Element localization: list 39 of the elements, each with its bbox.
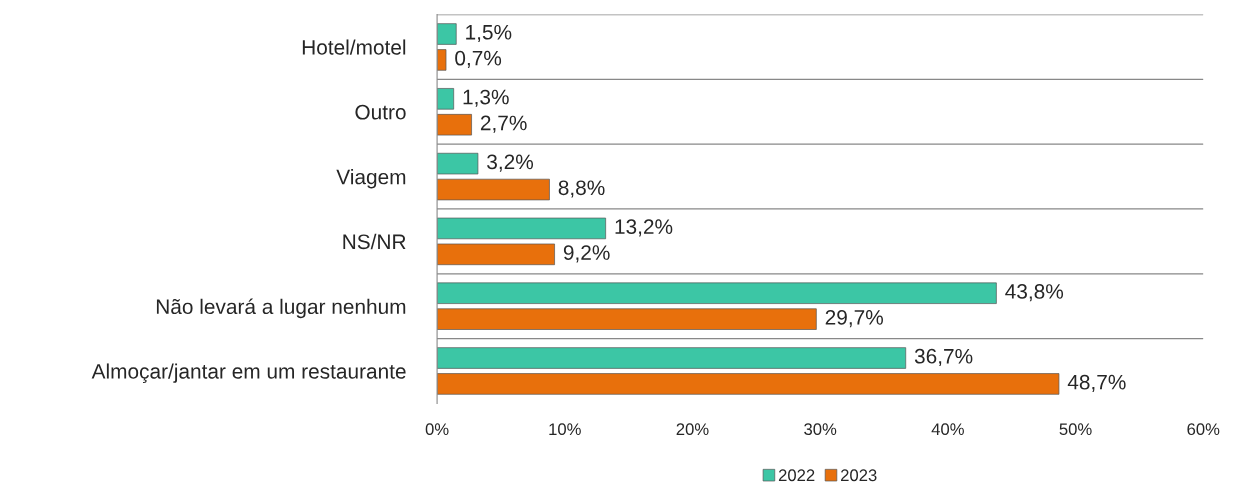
bar bbox=[437, 373, 1060, 395]
bar bbox=[437, 243, 555, 266]
data-label: 0,7% bbox=[455, 50, 502, 68]
x-tick-label: 0% bbox=[425, 423, 449, 436]
y-tick-label: Almoçar/jantar em um restaurante bbox=[91, 363, 406, 383]
bar bbox=[437, 88, 455, 110]
y-tick-label: Outro bbox=[355, 104, 406, 120]
y-tick-label: Não levará a lugar nenhum bbox=[156, 298, 406, 319]
data-label: 2,7% bbox=[480, 115, 527, 133]
legend-label: 2023 bbox=[841, 469, 877, 482]
x-tick-label: 50% bbox=[1059, 423, 1092, 436]
data-label: 29,7% bbox=[825, 309, 883, 328]
bar bbox=[437, 308, 817, 330]
x-tick-label: 20% bbox=[676, 423, 709, 436]
bar bbox=[437, 49, 447, 71]
data-label: 1,5% bbox=[466, 24, 512, 43]
bar bbox=[437, 217, 606, 240]
data-label: 9,2% bbox=[563, 245, 610, 263]
data-label: 1,3% bbox=[463, 89, 509, 107]
y-tick-label: NS/NR bbox=[343, 233, 406, 250]
bar bbox=[437, 178, 550, 201]
data-label: 13,2% bbox=[615, 219, 673, 237]
bar bbox=[437, 152, 479, 175]
bar bbox=[437, 23, 457, 45]
bar bbox=[437, 114, 472, 136]
x-tick-label: 10% bbox=[549, 423, 581, 436]
legend-label: 2022 bbox=[778, 469, 815, 482]
x-tick-label: 60% bbox=[1187, 423, 1220, 436]
y-tick-label: Viagem bbox=[336, 169, 406, 189]
bar bbox=[437, 282, 997, 304]
data-label: 48,7% bbox=[1067, 374, 1126, 392]
x-tick-label: 40% bbox=[931, 423, 964, 436]
data-label: 36,7% bbox=[914, 348, 973, 367]
data-label: 3,2% bbox=[487, 154, 534, 172]
bar bbox=[437, 347, 907, 369]
x-tick-label: 30% bbox=[804, 423, 837, 436]
data-label: 8,8% bbox=[558, 180, 605, 198]
y-tick-label: Hotel/motel bbox=[302, 39, 406, 55]
data-label: 43,8% bbox=[1005, 284, 1064, 302]
